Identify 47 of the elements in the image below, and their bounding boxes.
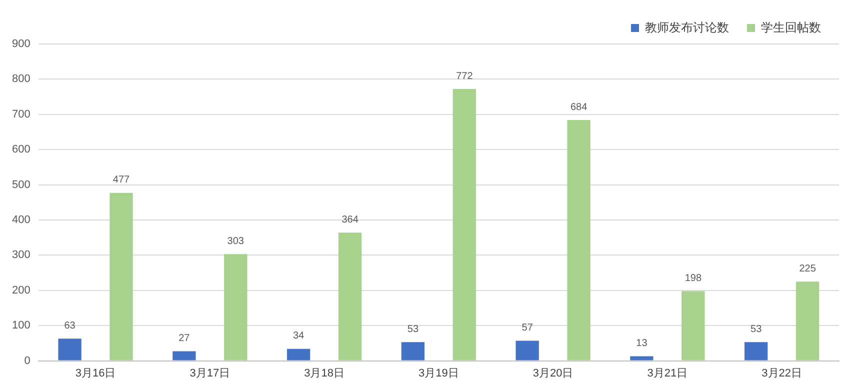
y-tick-label: 800: [12, 73, 30, 86]
bar: [796, 282, 820, 360]
legend-label: 学生回帖数: [761, 20, 821, 34]
bar: [744, 342, 768, 360]
bar: [630, 356, 654, 360]
bar: [682, 291, 705, 360]
data-label: 27: [178, 333, 190, 344]
y-tick-label: 500: [12, 178, 30, 191]
bar: [172, 351, 196, 360]
data-label: 772: [456, 70, 474, 82]
data-label: 477: [112, 174, 130, 186]
data-label: 63: [64, 320, 76, 332]
bar: [516, 340, 539, 360]
data-label: 198: [684, 272, 702, 284]
data-label: 225: [799, 263, 816, 274]
data-label: 53: [750, 324, 762, 335]
y-tick-label: 200: [12, 284, 30, 296]
bar: [452, 89, 476, 360]
bar: [338, 232, 362, 360]
legend-label: 教师发布讨论数: [645, 20, 729, 34]
y-tick-label: 100: [12, 320, 30, 332]
x-tick-label: 3月21日: [647, 367, 688, 380]
x-tick-label: 3月22日: [762, 367, 802, 380]
x-tick-label: 3月17日: [190, 367, 230, 380]
data-label: 303: [227, 236, 244, 247]
y-tick-label: 300: [12, 249, 30, 262]
data-label: 53: [407, 324, 419, 335]
y-tick-label: 600: [12, 144, 30, 156]
data-label: 57: [522, 322, 534, 334]
bar: [58, 338, 82, 360]
bar: [401, 342, 425, 360]
bar: [110, 192, 133, 360]
y-tick-label: 900: [12, 38, 30, 50]
data-label: 13: [636, 338, 648, 349]
y-tick-label: 700: [12, 108, 30, 120]
data-label: 364: [342, 214, 359, 226]
data-label: 684: [570, 102, 588, 113]
x-tick-label: 3月16日: [75, 367, 116, 380]
x-tick-label: 3月18日: [304, 367, 344, 380]
y-tick-label: 400: [12, 214, 30, 226]
x-tick-label: 3月20日: [532, 367, 574, 380]
data-label: 34: [293, 330, 305, 342]
bar: [286, 348, 310, 360]
bar: [224, 254, 248, 360]
x-tick-label: 3月19日: [418, 367, 459, 380]
y-tick-label: 0: [24, 354, 30, 367]
bar: [567, 120, 590, 360]
